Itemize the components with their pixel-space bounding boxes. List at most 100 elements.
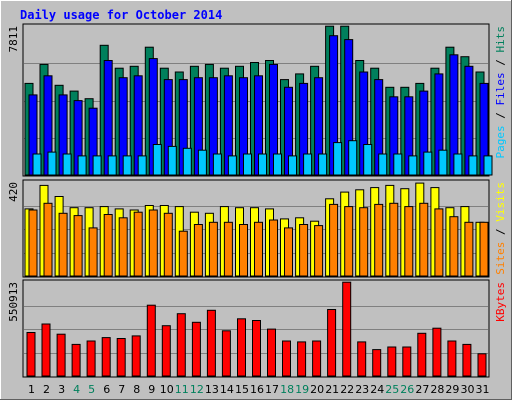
bar-kbytes-day-4 (71, 343, 81, 377)
bar-sites-day-28 (434, 208, 444, 277)
bar-sites-day-19 (299, 224, 309, 277)
bar-pages-day-3 (62, 153, 72, 176)
bar-sites-day-3 (58, 212, 68, 277)
bar-pages-day-29 (453, 153, 463, 176)
bar-kbytes-day-3 (56, 333, 66, 377)
bar-kbytes-day-7 (116, 338, 126, 377)
bar-sites-day-2 (43, 202, 53, 277)
bar-sites-day-17 (269, 219, 278, 277)
day-label-4: 4 (73, 383, 80, 396)
bar-pages-day-15 (243, 153, 252, 176)
day-label-17: 17 (265, 383, 279, 396)
bar-kbytes-day-5 (86, 340, 96, 377)
day-label-10: 10 (160, 383, 174, 396)
day-label-9: 9 (148, 383, 155, 396)
bar-pages-day-27 (423, 151, 433, 176)
panel-max-label: 550913 (7, 282, 20, 322)
bar-kbytes-day-25 (387, 346, 397, 377)
bar-sites-day-11 (178, 230, 188, 277)
bar-kbytes-day-13 (206, 309, 216, 377)
bar-sites-day-6 (103, 214, 113, 277)
bar-pages-day-2 (47, 151, 57, 176)
bar-kbytes-day-2 (41, 323, 51, 377)
day-label-25: 25 (385, 383, 399, 396)
bar-pages-day-4 (77, 155, 87, 176)
bar-kbytes-day-21 (327, 309, 337, 377)
bar-pages-day-1 (32, 153, 42, 176)
bar-pages-day-19 (303, 153, 313, 176)
bar-kbytes-day-26 (402, 346, 412, 377)
day-label-15: 15 (235, 383, 249, 396)
bar-sites-day-15 (239, 224, 248, 277)
day-label-18: 18 (280, 383, 294, 396)
bar-pages-day-14 (227, 155, 237, 176)
bar-kbytes-day-6 (101, 337, 111, 377)
panel-kbytes: 550913 KBytes (7, 279, 507, 378)
bar-kbytes-day-9 (146, 304, 156, 377)
day-label-5: 5 (88, 383, 95, 396)
bar-pages-day-31 (483, 155, 493, 176)
panel-side-label: Sites / Visits (494, 182, 507, 275)
bar-sites-day-27 (419, 202, 429, 277)
bar-kbytes-day-16 (252, 320, 261, 377)
bar-sites-day-23 (359, 207, 369, 277)
day-label-26: 26 (400, 383, 414, 396)
bar-pages-day-23 (363, 144, 373, 176)
bar-sites-day-5 (88, 227, 98, 277)
side-label-part: / (494, 106, 507, 126)
bar-kbytes-day-17 (267, 328, 276, 377)
day-label-19: 19 (295, 383, 309, 396)
side-label-part: KBytes (494, 282, 507, 322)
bar-sites-day-10 (163, 212, 173, 277)
day-label-22: 22 (340, 383, 354, 396)
day-label-24: 24 (370, 383, 384, 396)
day-label-11: 11 (175, 383, 189, 396)
bar-pages-day-7 (122, 155, 132, 176)
bar-pages-day-24 (378, 153, 388, 176)
bar-sites-day-31 (479, 221, 489, 277)
day-label-27: 27 (415, 383, 429, 396)
bar-pages-day-18 (288, 155, 297, 176)
day-label-14: 14 (220, 383, 234, 396)
day-label-2: 2 (43, 383, 50, 396)
side-label-part: / (494, 53, 507, 73)
bar-kbytes-day-14 (221, 330, 231, 377)
bar-kbytes-day-27 (417, 332, 427, 377)
bar-sites-day-18 (284, 227, 293, 277)
bar-pages-day-28 (438, 149, 448, 176)
day-labels: 1 2 3 4 5 6 7 8 9 10 11 12 13 14 15 16 17 18 19 20 21 22 23 24 2… (28, 383, 490, 396)
panel-side-label: KBytes (494, 282, 507, 322)
panel-max-label: 7811 (7, 26, 20, 53)
bar-kbytes-day-20 (312, 340, 322, 377)
bar-kbytes-day-23 (357, 341, 367, 377)
bar-sites-day-8 (133, 211, 143, 277)
bar-sites-day-30 (464, 221, 474, 277)
bar-kbytes-day-8 (131, 335, 141, 377)
bar-pages-day-6 (107, 155, 117, 176)
bar-kbytes-day-15 (237, 318, 246, 377)
bar-sites-day-16 (254, 221, 263, 277)
bar-pages-day-8 (137, 155, 147, 176)
bar-kbytes-day-24 (372, 349, 382, 377)
bar-sites-day-20 (314, 225, 324, 277)
bar-pages-day-22 (348, 140, 358, 176)
chart-title: Daily usage for October 2014 (20, 8, 222, 22)
bar-kbytes-day-1 (26, 332, 36, 377)
day-label-29: 29 (445, 383, 459, 396)
bar-pages-day-9 (152, 144, 162, 176)
bar-sites-day-13 (208, 221, 218, 277)
side-label-part: Visits (494, 182, 507, 222)
bar-kbytes-day-12 (191, 321, 201, 377)
day-label-7: 7 (118, 383, 125, 396)
day-label-30: 30 (461, 383, 475, 396)
bar-pages-day-10 (167, 145, 177, 176)
side-label-part: Pages (494, 125, 507, 158)
bar-pages-day-20 (318, 153, 328, 176)
chart-panels: 7811 Pages / Files / Hits 420 Sites / Visit… (7, 23, 507, 378)
day-label-31: 31 (476, 383, 490, 396)
bar-sites-day-26 (404, 206, 414, 277)
bar-pages-day-30 (468, 155, 478, 176)
bar-sites-day-24 (374, 203, 384, 277)
bar-sites-day-12 (193, 224, 203, 277)
